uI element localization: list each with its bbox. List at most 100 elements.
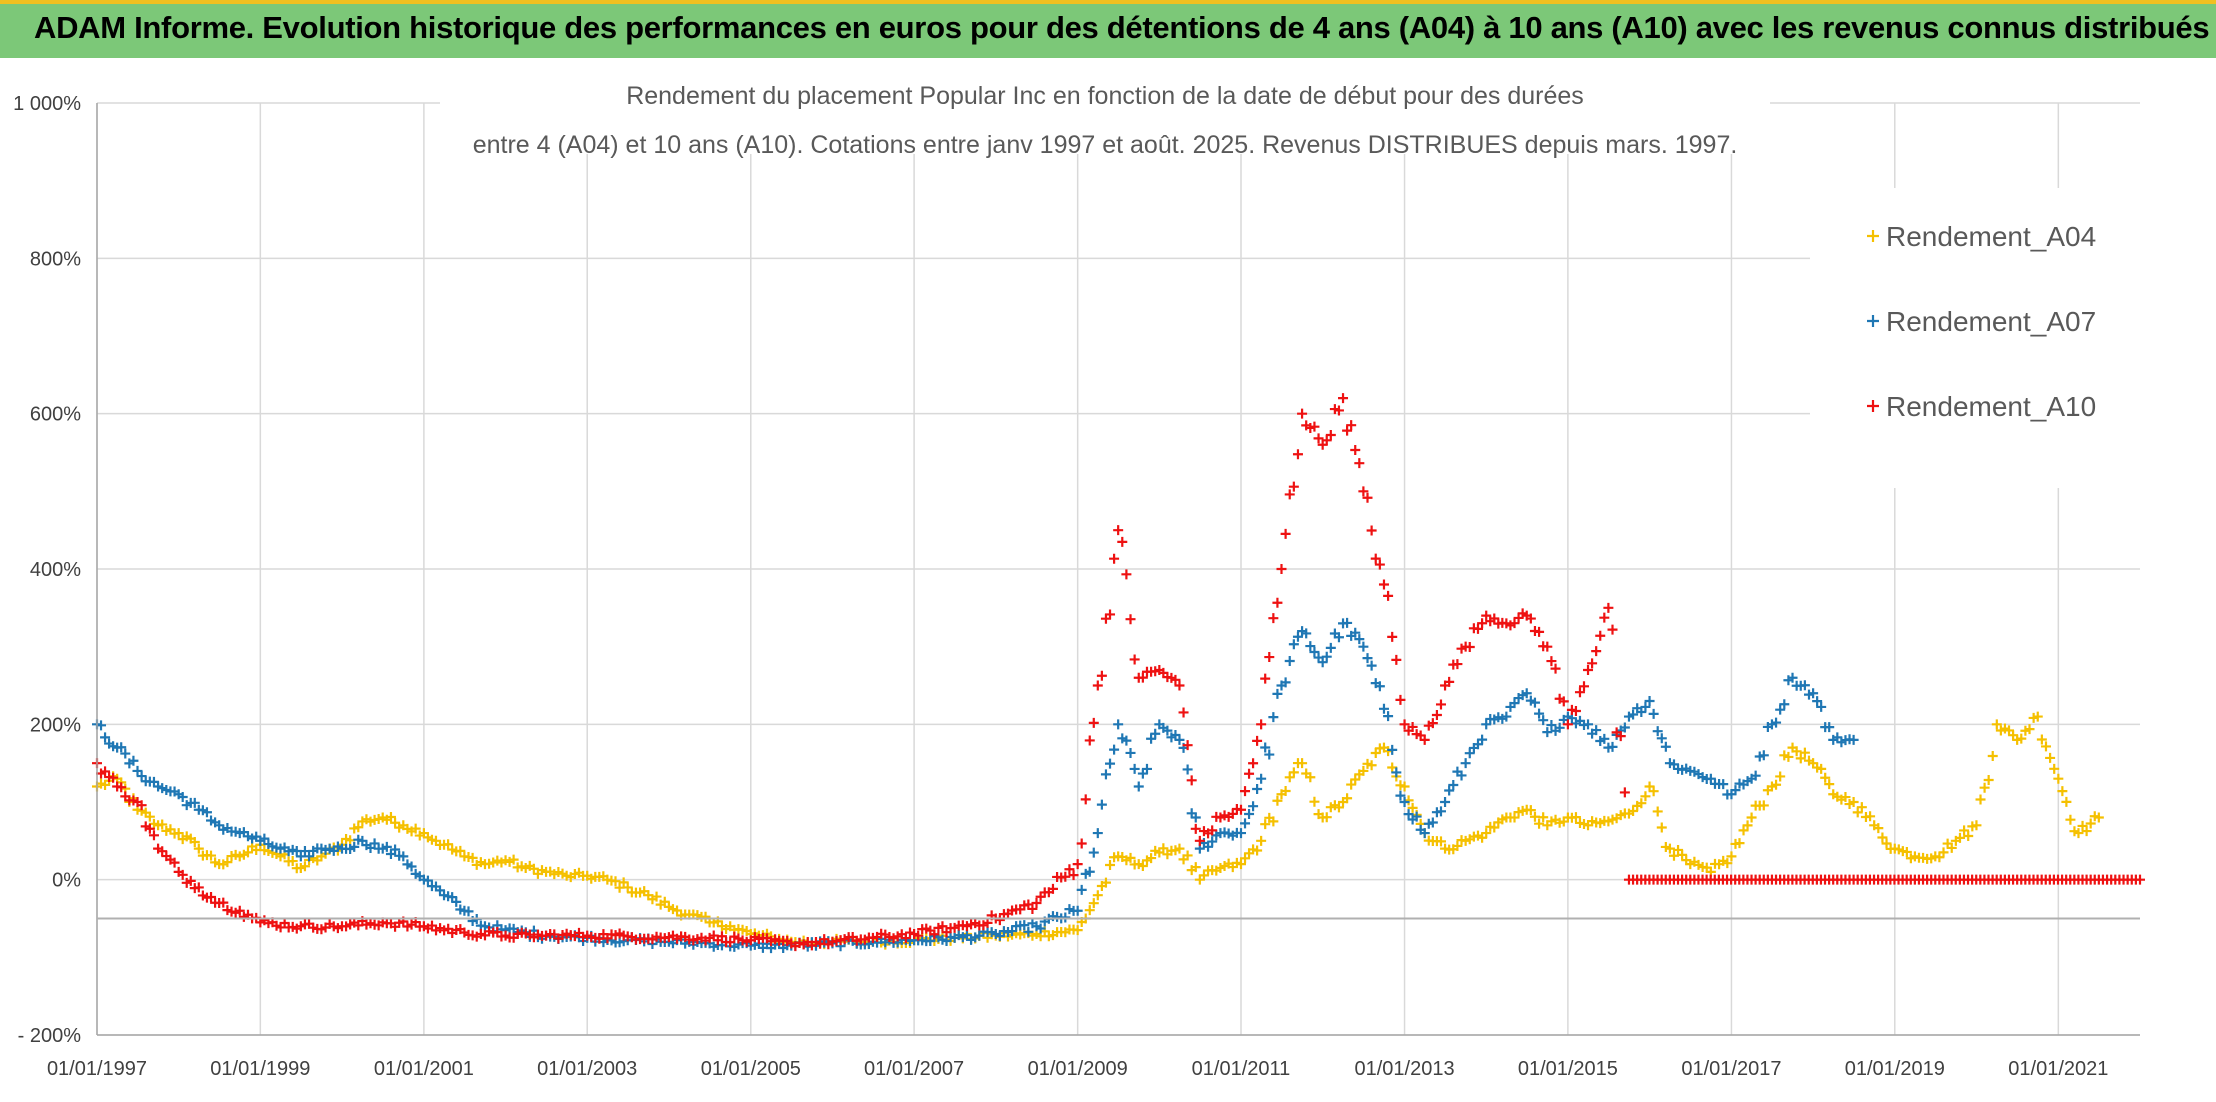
data-point	[1771, 717, 1782, 728]
data-point	[1816, 701, 1827, 712]
data-point	[1182, 850, 1193, 861]
data-point	[1068, 870, 1079, 881]
data-point	[1403, 809, 1414, 820]
data-point	[1100, 769, 1111, 780]
data-point	[1481, 610, 1492, 621]
data-point	[1072, 925, 1083, 936]
data-point	[1088, 717, 1099, 728]
axes: - 200% 0% 200% 400% 600% 800% 1 000% 01/01/1997…	[13, 93, 2140, 1080]
data-point	[1284, 655, 1295, 666]
x-tick-label: 01/01/2021	[2008, 1058, 2108, 1080]
data-point	[1182, 764, 1193, 775]
data-point	[1509, 812, 1520, 823]
data-point	[1848, 797, 1859, 807]
data-point	[1525, 805, 1536, 816]
data-point	[1366, 660, 1377, 671]
data-point	[1848, 734, 1859, 745]
y-tick-label: 400%	[30, 559, 81, 581]
data-point	[1407, 802, 1418, 813]
data-point	[2053, 773, 2064, 784]
data-point	[1280, 785, 1291, 796]
data-point	[913, 930, 924, 941]
data-point	[463, 906, 474, 917]
data-point	[1305, 772, 1316, 783]
data-point	[206, 850, 217, 861]
data-point	[2073, 828, 2084, 839]
data-point	[1399, 781, 1410, 792]
data-point	[618, 877, 629, 888]
data-point	[1558, 696, 1569, 707]
data-point	[1252, 783, 1263, 794]
data-point	[1133, 781, 1144, 792]
data-point	[1991, 719, 2002, 730]
data-point	[1538, 715, 1549, 726]
data-point	[1873, 823, 1884, 834]
data-point	[222, 857, 233, 868]
data-point	[1105, 860, 1116, 871]
data-point	[1758, 750, 1769, 761]
data-point	[2135, 874, 2145, 885]
data-point	[1354, 458, 1365, 469]
data-point	[1244, 768, 1255, 779]
data-point	[398, 851, 409, 862]
data-point	[1387, 631, 1398, 642]
data-point	[1280, 528, 1291, 539]
data-point	[1456, 770, 1467, 781]
data-point	[1178, 707, 1189, 718]
data-point	[1162, 725, 1173, 736]
data-point	[1628, 709, 1639, 720]
data-point	[1472, 623, 1483, 634]
legend-marker	[1867, 315, 1879, 327]
data-point	[206, 892, 217, 903]
data-point	[1587, 658, 1598, 669]
data-point	[1096, 799, 1107, 810]
data-point	[1113, 525, 1124, 536]
data-point	[1640, 701, 1651, 712]
data-point	[1338, 393, 1349, 404]
data-point	[1722, 858, 1733, 869]
legend-label: Rendement_A10	[1886, 391, 2096, 422]
data-point	[1562, 719, 1573, 730]
data-point	[725, 937, 736, 948]
data-point	[1121, 735, 1132, 746]
data-point	[201, 807, 212, 818]
data-point	[451, 896, 462, 907]
data-point	[1419, 828, 1430, 839]
data-point	[1092, 890, 1103, 901]
data-point	[2045, 752, 2056, 763]
data-point	[1207, 825, 1218, 836]
data-point	[1812, 696, 1823, 707]
data-point	[443, 839, 454, 850]
data-point	[1174, 734, 1185, 745]
data-point	[1248, 801, 1259, 812]
data-point	[1591, 646, 1602, 657]
data-point	[455, 845, 466, 856]
data-point	[1236, 804, 1246, 815]
data-point	[116, 782, 127, 793]
data-point	[1105, 609, 1116, 620]
data-point	[1481, 828, 1492, 839]
legend-label: Rendement_A04	[1886, 221, 2096, 252]
data-point	[1783, 751, 1794, 762]
data-point	[1448, 779, 1459, 790]
data-point	[1121, 569, 1132, 580]
data-point	[1574, 687, 1585, 698]
data-point	[1362, 653, 1373, 664]
data-point	[136, 800, 147, 811]
data-point	[1464, 641, 1475, 652]
data-point	[1137, 860, 1148, 871]
data-point	[1954, 832, 1965, 843]
data-point	[1252, 735, 1263, 746]
data-point	[1268, 613, 1279, 624]
data-point	[1092, 680, 1103, 691]
data-point	[1174, 680, 1185, 691]
data-point	[1125, 852, 1136, 863]
data-point	[1391, 767, 1402, 778]
data-point	[1027, 903, 1038, 914]
data-point	[1652, 726, 1663, 737]
data-point	[1170, 674, 1181, 685]
data-point	[1383, 711, 1394, 722]
y-tick-label: - 200%	[18, 1025, 82, 1047]
x-tick-label: 01/01/2015	[1518, 1058, 1618, 1080]
data-point	[1583, 719, 1594, 730]
